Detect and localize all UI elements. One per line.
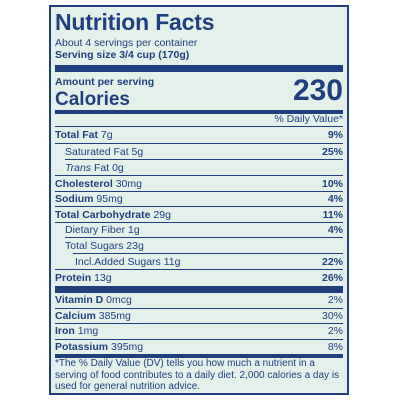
nutrient-dv: 4% (327, 193, 343, 205)
row-divider (55, 126, 343, 127)
row-divider (55, 206, 343, 207)
nutrient-dv: 22% (321, 256, 343, 268)
vitamin-row-potassium: Potassium 395mg 8% (55, 341, 343, 355)
nutrient-name: Protein (55, 272, 92, 284)
row-divider (73, 253, 343, 254)
row-divider (55, 323, 343, 324)
vitamin-amount: 385mg (98, 310, 131, 322)
nutrient-dv: 4% (327, 224, 343, 236)
row-divider (55, 175, 343, 176)
nutrient-dv: 26% (321, 272, 343, 284)
vitamin-row-vitamin-d: Vitamin D 0mcg 2% (55, 294, 343, 308)
nutrient-amount: 13g (94, 272, 112, 284)
vitamin-amount: 0mcg (106, 294, 132, 306)
row-divider (55, 143, 343, 144)
amount-per-serving: Amount per serving (55, 76, 155, 88)
vitamin-amount: 1mg (77, 325, 99, 337)
vitamin-dv: 2% (327, 294, 343, 306)
nutrient-row-added-sugars: Incl.Added Sugars 11g 22% (55, 256, 343, 270)
nutrient-amount: 5g (131, 146, 144, 158)
vitamin-row-iron: Iron 1mg 2% (55, 325, 343, 339)
row-divider (65, 159, 343, 160)
nutrient-amount: 29g (153, 209, 171, 221)
serving-size: Serving size 3/4 cup (170g) (55, 49, 189, 61)
nutrient-row-protein: Protein 13g 26% (55, 272, 343, 286)
nutrient-amount: 23g (126, 240, 144, 252)
thick-divider (55, 286, 343, 293)
calories-label: Calories (55, 89, 130, 110)
nutrition-facts-panel: Nutrition Facts About 4 servings per con… (49, 5, 349, 395)
vitamin-dv: 2% (327, 325, 343, 337)
vitamin-name: Potassium (55, 341, 109, 353)
nutrient-dv: 9% (327, 129, 343, 141)
serving-size-value: 3/4 cup (170g) (119, 49, 190, 61)
nutrient-amount: 95mg (96, 193, 123, 205)
nutrient-row-trans-fat: Trans Fat 0g (55, 162, 343, 176)
row-divider (55, 308, 343, 309)
nutrient-name: Total Fat (55, 129, 98, 141)
nutrient-row-total-sugars: Total Sugars 23g (55, 240, 343, 254)
daily-value-header: % Daily Value* (274, 113, 343, 125)
nutrient-name: Sodium (55, 193, 94, 205)
nutrient-amount: 30mg (115, 178, 142, 190)
medium-divider (55, 110, 343, 114)
vitamin-dv: 8% (327, 341, 343, 353)
nutrient-row-sodium: Sodium 95mg 4% (55, 193, 343, 207)
nutrient-row-cholesterol: Cholesterol 30mg 10% (55, 178, 343, 192)
nutrient-name: Cholesterol (55, 178, 113, 190)
nutrient-dv: 25% (321, 146, 343, 158)
nutrient-amount: 1g (128, 224, 140, 236)
calories-value: 230 (292, 74, 343, 107)
nutrient-row-total-fat: Total Fat 7g 9% (55, 129, 343, 143)
nutrient-dv: 11% (322, 209, 343, 221)
nutrition-facts-title: Nutrition Facts (55, 9, 215, 35)
vitamin-name: Vitamin D (55, 294, 104, 306)
medium-divider (55, 354, 343, 358)
nutrient-name: Total Sugars (65, 240, 124, 252)
vitamin-dv: 30% (321, 310, 343, 322)
vitamin-row-calcium: Calcium 385mg 30% (55, 310, 343, 324)
nutrient-row-dietary-fiber: Dietary Fiber 1g 4% (55, 224, 343, 238)
nutrient-amount: 7g (100, 129, 113, 141)
daily-value-footnote: *The % Daily Value (DV) tells you how mu… (55, 358, 340, 392)
nutrient-amount: 11g (163, 256, 181, 268)
nutrient-name: Trans (65, 162, 92, 174)
vitamin-amount: 395mg (111, 341, 144, 353)
row-divider (55, 222, 343, 223)
row-divider (55, 269, 343, 270)
servings-per-container: About 4 servings per container (55, 37, 198, 49)
serving-size-label: Serving size (55, 49, 117, 61)
nutrient-name: Dietary Fiber (65, 224, 126, 236)
vitamin-name: Calcium (55, 310, 96, 322)
thick-divider (55, 65, 343, 72)
nutrient-dv: 10% (321, 178, 343, 190)
nutrient-name: Saturated Fat (65, 146, 129, 158)
row-divider (55, 339, 343, 340)
row-divider (65, 237, 343, 238)
row-divider (55, 191, 343, 192)
nutrient-row-total-carbohydrate: Total Carbohydrate 29g 11% (55, 209, 343, 223)
nutrient-name: Total Carbohydrate (55, 209, 151, 221)
nutrient-name: Incl.Added Sugars (75, 256, 161, 268)
vitamin-name: Iron (55, 325, 75, 337)
nutrient-row-saturated-fat: Saturated Fat 5g 25% (55, 146, 343, 160)
nutrient-amount: Fat 0g (93, 162, 124, 174)
